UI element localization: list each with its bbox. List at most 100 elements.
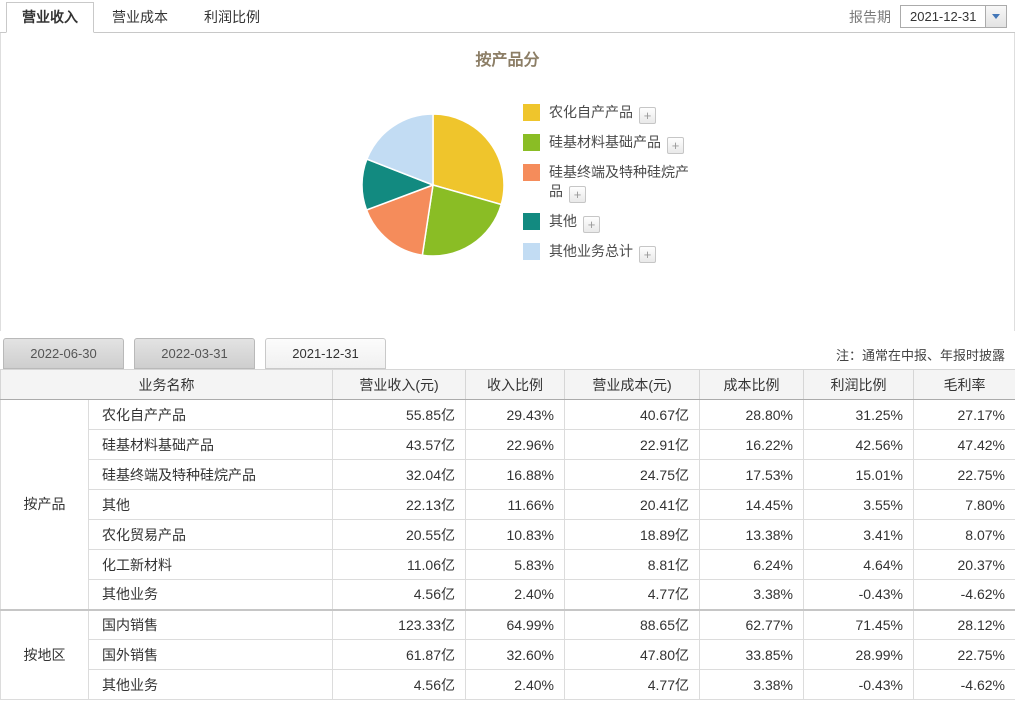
table-row: 其他业务 4.56亿 2.40% 4.77亿 3.38% -0.43% -4.62% xyxy=(1,669,1015,700)
business-name-cell: 其他业务 xyxy=(88,669,333,700)
legend-add-button[interactable]: + xyxy=(569,186,586,203)
business-name-cell: 硅基终端及特种硅烷产品 xyxy=(88,459,333,490)
value-cell: 7.80% xyxy=(913,489,1015,520)
value-cell: 47.80亿 xyxy=(564,639,700,670)
legend-item-2[interactable]: 硅基终端及特种硅烷产品 + xyxy=(523,163,699,203)
legend-item-4[interactable]: 其他业务总计 + xyxy=(523,242,699,263)
legend-item-0[interactable]: 农化自产产品 + xyxy=(523,103,699,124)
value-cell: 28.12% xyxy=(913,608,1015,640)
value-cell: 16.88% xyxy=(465,459,565,490)
value-cell: 61.87亿 xyxy=(332,639,466,670)
value-cell: 10.83% xyxy=(465,519,565,550)
col-header-1: 营业收入(元) xyxy=(332,369,466,400)
value-cell: 18.89亿 xyxy=(564,519,700,550)
value-cell: 62.77% xyxy=(699,608,804,640)
legend-label: 其他业务总计 + xyxy=(549,242,697,263)
tab-revenue[interactable]: 营业收入 xyxy=(6,2,94,33)
legend-item-3[interactable]: 其他 + xyxy=(523,212,699,233)
value-cell: 14.45% xyxy=(699,489,804,520)
legend-label: 农化自产产品 + xyxy=(549,103,697,124)
legend-add-button[interactable]: + xyxy=(667,137,684,154)
value-cell: 2.40% xyxy=(465,579,565,610)
value-cell: 42.56% xyxy=(803,429,914,460)
legend-add-button[interactable]: + xyxy=(583,216,600,233)
value-cell: 43.57亿 xyxy=(332,429,466,460)
legend-label-text: 其他 xyxy=(549,213,577,229)
business-name-cell: 硅基材料基础产品 xyxy=(88,429,333,460)
value-cell: 6.24% xyxy=(699,549,804,580)
date-row: 2022-06-30 2022-03-31 2021-12-31 注：通常在中报、年… xyxy=(0,331,1015,369)
value-cell: 3.38% xyxy=(699,669,804,700)
value-cell: -4.62% xyxy=(913,579,1015,610)
value-cell: 47.42% xyxy=(913,429,1015,460)
legend-swatch-icon xyxy=(523,213,540,230)
value-cell: 17.53% xyxy=(699,459,804,490)
value-cell: -0.43% xyxy=(803,579,914,610)
data-table: 业务名称 营业收入(元) 收入比例 营业成本(元) 成本比例 利润比例 毛利率 按产品 农化自… xyxy=(0,369,1015,700)
report-period-dropdown-button[interactable] xyxy=(985,6,1006,27)
legend-add-button[interactable]: + xyxy=(639,107,656,124)
pie-slice-4[interactable] xyxy=(365,113,434,187)
value-cell: 22.75% xyxy=(913,459,1015,490)
pie-slice-1[interactable] xyxy=(421,184,503,257)
report-period-value: 2021-12-31 xyxy=(910,9,977,24)
value-cell: 29.43% xyxy=(465,399,565,430)
value-cell: 4.56亿 xyxy=(332,579,466,610)
col-header-4: 成本比例 xyxy=(699,369,804,400)
business-name-cell: 农化贸易产品 xyxy=(88,519,333,550)
value-cell: 16.22% xyxy=(699,429,804,460)
date-tab-2022-06-30[interactable]: 2022-06-30 xyxy=(3,338,124,369)
legend-label-text: 硅基终端及特种硅烷产品 xyxy=(549,164,689,199)
table-row: 硅基终端及特种硅烷产品 32.04亿 16.88% 24.75亿 17.53% 15.01… xyxy=(1,459,1015,490)
col-header-3: 营业成本(元) xyxy=(564,369,700,400)
value-cell: 11.66% xyxy=(465,489,565,520)
business-name-cell: 国内销售 xyxy=(88,608,333,640)
legend-swatch-icon xyxy=(523,243,540,260)
table-row: 按产品 农化自产产品 55.85亿 29.43% 40.67亿 28.80% 31.25% 2… xyxy=(0,399,1015,610)
legend-swatch-icon xyxy=(523,134,540,151)
date-tab-2022-03-31[interactable]: 2022-03-31 xyxy=(134,338,255,369)
tab-profit-ratio[interactable]: 利润比例 xyxy=(204,9,260,25)
value-cell: 24.75亿 xyxy=(564,459,700,490)
value-cell: 40.67亿 xyxy=(564,399,700,430)
table-row: 化工新材料 11.06亿 5.83% 8.81亿 6.24% 4.64% 20.37% xyxy=(1,549,1015,580)
table-header-row: 业务名称 营业收入(元) 收入比例 营业成本(元) 成本比例 利润比例 毛利率 xyxy=(0,369,1015,400)
report-period: 报告期 2021-12-31 xyxy=(849,0,1007,33)
tab-bar: 营业收入 营业成本 利润比例 报告期 2021-12-31 xyxy=(0,0,1015,33)
value-cell: 2.40% xyxy=(465,669,565,700)
table-row: 其他业务 4.56亿 2.40% 4.77亿 3.38% -0.43% -4.62% xyxy=(1,579,1015,610)
report-period-select[interactable]: 2021-12-31 xyxy=(900,5,1007,28)
legend-label-text: 其他业务总计 xyxy=(549,243,633,259)
date-tabs: 2022-06-30 2022-03-31 2021-12-31 xyxy=(0,338,1015,369)
value-cell: 3.41% xyxy=(803,519,914,550)
tab-cost[interactable]: 营业成本 xyxy=(112,9,168,25)
value-cell: 32.04亿 xyxy=(332,459,466,490)
business-name-cell: 国外销售 xyxy=(88,639,333,670)
value-cell: 15.01% xyxy=(803,459,914,490)
pie-slice-0[interactable] xyxy=(432,113,505,206)
report-period-label: 报告期 xyxy=(849,8,891,25)
value-cell: 22.91亿 xyxy=(564,429,700,460)
value-cell: 4.77亿 xyxy=(564,579,700,610)
value-cell: 5.83% xyxy=(465,549,565,580)
chevron-down-icon xyxy=(992,14,1000,19)
table-row: 国外销售 61.87亿 32.60% 47.80亿 33.85% 28.99% 22.75% xyxy=(1,639,1015,670)
value-cell: 11.06亿 xyxy=(332,549,466,580)
value-cell: 55.85亿 xyxy=(332,399,466,430)
value-cell: 22.75% xyxy=(913,639,1015,670)
pie-slice-2[interactable] xyxy=(365,183,434,257)
value-cell: 33.85% xyxy=(699,639,804,670)
col-header-2: 收入比例 xyxy=(465,369,565,400)
value-cell: 20.41亿 xyxy=(564,489,700,520)
date-tab-2021-12-31[interactable]: 2021-12-31 xyxy=(265,338,386,369)
legend-item-1[interactable]: 硅基材料基础产品 + xyxy=(523,133,699,154)
legend-swatch-icon xyxy=(523,104,540,121)
table-row: 其他 22.13亿 11.66% 20.41亿 14.45% 3.55% 7.80% xyxy=(1,489,1015,520)
value-cell: 4.64% xyxy=(803,549,914,580)
legend-add-button[interactable]: + xyxy=(639,246,656,263)
value-cell: 32.60% xyxy=(465,639,565,670)
value-cell: 22.96% xyxy=(465,429,565,460)
tabs-container: 营业收入 营业成本 利润比例 xyxy=(0,0,1015,33)
chart-panel: 按产品分 农化自产产品 + 硅基材料基础产品 + 硅基终端及特种硅烷产品 + 其他 + 其他业务… xyxy=(0,33,1015,331)
